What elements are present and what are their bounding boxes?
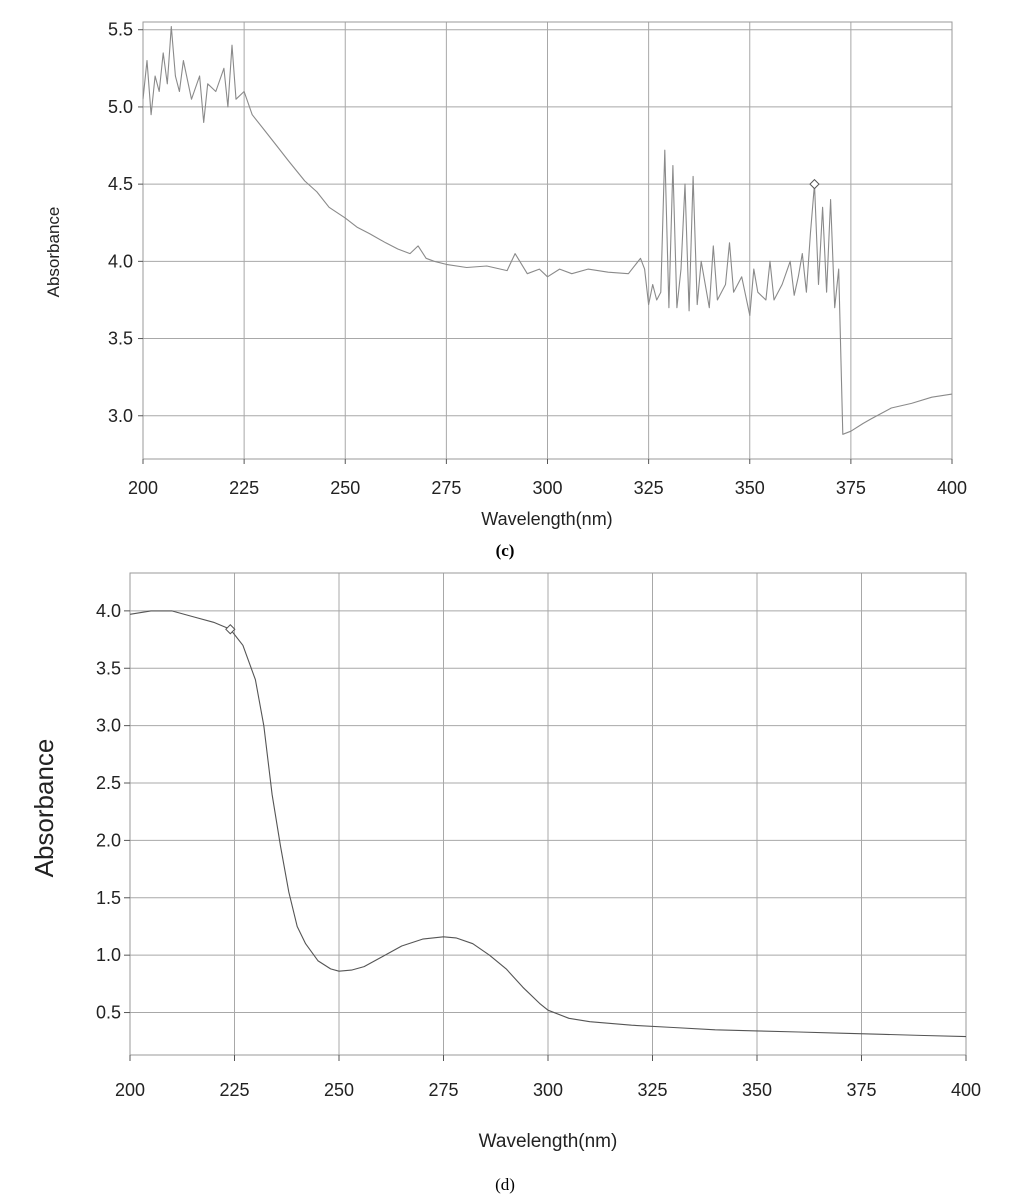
y-tick-label-c: 3.0 xyxy=(108,406,133,426)
x-tick-label-d: 200 xyxy=(115,1080,145,1100)
x-tick-label-c: 400 xyxy=(937,478,967,498)
grid-d xyxy=(129,573,967,1055)
x-tick-label-c: 225 xyxy=(229,478,259,498)
y-tick-label-c: 5.0 xyxy=(108,97,133,117)
x-tick-label-c: 250 xyxy=(330,478,360,498)
x-axis-title-c: Wavelength(nm) xyxy=(481,509,612,529)
x-tick-label-c: 275 xyxy=(431,478,461,498)
x-tick-label-d: 225 xyxy=(219,1080,249,1100)
y-tick-label-d: 0.5 xyxy=(96,1003,121,1023)
x-axis-title-d: Wavelength(nm) xyxy=(479,1131,618,1152)
x-ticks-d: 200 225 250 275 300 325 350 375 400 xyxy=(115,1055,981,1100)
y-tick-label-d: 2.0 xyxy=(96,830,121,850)
y-axis-title-c: Absorbance xyxy=(44,207,63,298)
y-tick-label-c: 4.0 xyxy=(108,251,133,271)
y-tick-label-d: 1.5 xyxy=(96,888,121,908)
y-tick-label-d: 3.5 xyxy=(96,658,121,678)
y-tick-label-d: 4.0 xyxy=(96,601,121,621)
panel-label-d: (d) xyxy=(495,1175,515,1194)
x-tick-label-d: 275 xyxy=(428,1080,458,1100)
series-c xyxy=(142,26,953,435)
y-tick-label-c: 5.5 xyxy=(108,20,133,40)
x-tick-label-c: 325 xyxy=(634,478,664,498)
grid-c xyxy=(142,22,953,459)
x-tick-label-d: 325 xyxy=(637,1080,667,1100)
x-tick-label-c: 200 xyxy=(128,478,158,498)
marker-diamond-c-0 xyxy=(809,178,820,190)
marker-diamond-d-0 xyxy=(225,624,236,635)
x-tick-label-d: 375 xyxy=(846,1080,876,1100)
x-tick-label-d: 350 xyxy=(742,1080,772,1100)
x-tick-label-c: 350 xyxy=(735,478,765,498)
y-tick-label-c: 3.5 xyxy=(108,329,133,349)
chart-panel-d: 0.5 1.0 1.5 2.0 2.5 3.0 3.5 4.0 200 225 250 275 300… xyxy=(29,572,981,1194)
x-tick-label-d: 300 xyxy=(533,1080,563,1100)
y-tick-label-d: 2.5 xyxy=(96,773,121,793)
markers-c xyxy=(809,178,820,190)
x-tick-label-c: 300 xyxy=(532,478,562,498)
y-tick-label-d: 1.0 xyxy=(96,945,121,965)
panel-label-c: (c) xyxy=(496,541,515,560)
x-tick-label-d: 250 xyxy=(324,1080,354,1100)
y-tick-label-d: 3.0 xyxy=(96,716,121,736)
chart-panel-c: 3.0 3.5 4.0 4.5 5.0 5.5 200 225 250 275 300 325 350… xyxy=(44,20,967,560)
series-d xyxy=(129,610,967,1038)
y-ticks-d: 0.5 1.0 1.5 2.0 2.5 3.0 3.5 4.0 xyxy=(96,601,130,1023)
x-tick-label-d: 400 xyxy=(951,1080,981,1100)
y-axis-title-d: Absorbance xyxy=(29,739,59,878)
series-line-d-0 xyxy=(129,610,967,1038)
y-ticks-c: 3.0 3.5 4.0 4.5 5.0 5.5 xyxy=(108,20,143,426)
x-ticks-c: 200 225 250 275 300 325 350 375 400 xyxy=(128,459,967,498)
y-tick-label-c: 4.5 xyxy=(108,174,133,194)
x-tick-label-c: 375 xyxy=(836,478,866,498)
series-line-c-0 xyxy=(142,26,953,435)
markers-d xyxy=(225,624,236,635)
